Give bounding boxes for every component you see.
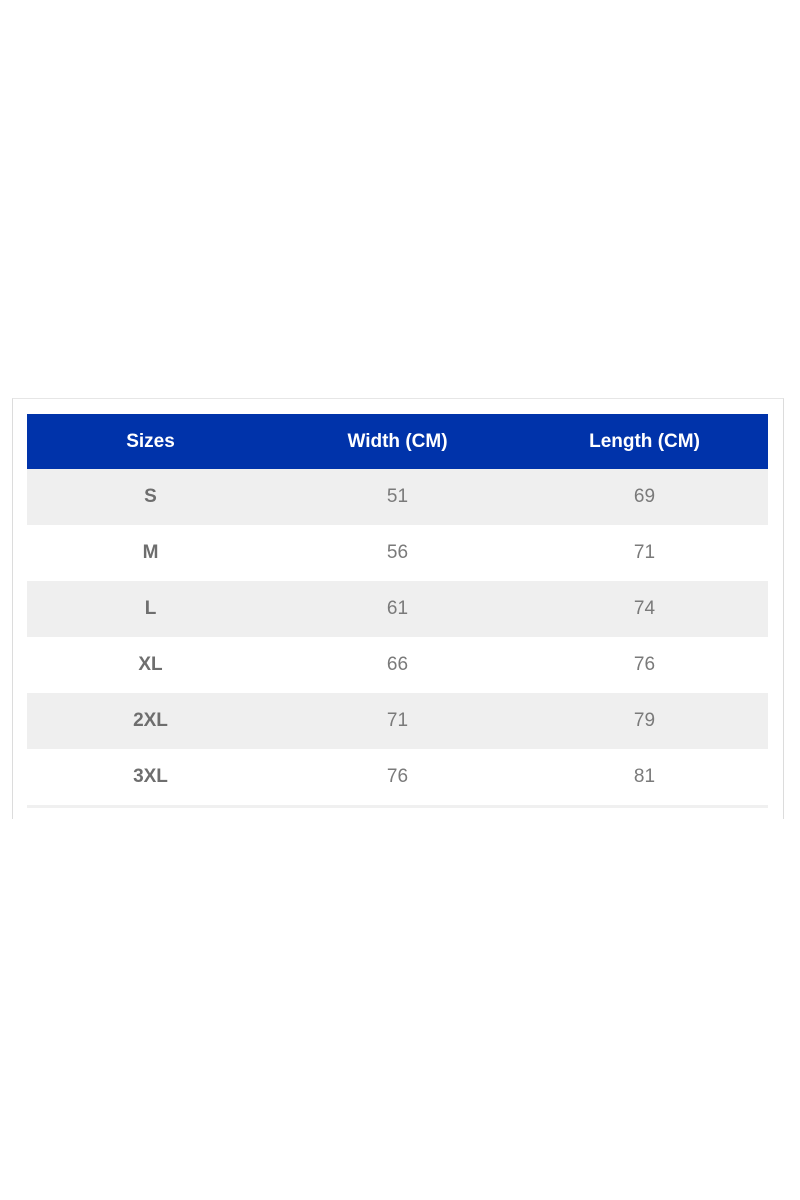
table-row: XL 66 76: [27, 637, 768, 693]
table-row: L 61 74: [27, 581, 768, 637]
cell-size: XL: [138, 654, 163, 675]
size-chart-table: Sizes Width (CM) Length (CM) S 51 69 M 56 71 L…: [27, 414, 768, 808]
header-width: Width (CM): [274, 414, 521, 469]
cell-width: 66: [386, 654, 409, 675]
table-frame: [12, 398, 784, 819]
cell-size: 3XL: [27, 749, 274, 808]
cell-length: 69: [521, 469, 768, 525]
table-row: M 56 71: [27, 525, 768, 581]
cell-length: 74: [521, 581, 768, 637]
cell-size: S: [27, 469, 274, 525]
header-length: Length (CM): [521, 414, 768, 469]
cell-length: 81: [521, 749, 768, 808]
table-row: 2XL 71 79: [27, 693, 768, 749]
cell-size: L: [27, 581, 274, 637]
cell-size: 2XL: [27, 693, 274, 749]
cell-width: 76: [274, 749, 521, 808]
cell-width: 51: [274, 469, 521, 525]
cell-width: 56: [386, 542, 409, 563]
cell-length: 71: [633, 542, 656, 563]
table-row: 3XL 76 81: [27, 749, 768, 808]
cell-width: 61: [274, 581, 521, 637]
cell-length: 79: [521, 693, 768, 749]
cell-width: 71: [274, 693, 521, 749]
cell-length: 76: [633, 654, 656, 675]
cell-size: M: [142, 542, 159, 563]
table-row: S 51 69: [27, 469, 768, 525]
table-header-row: Sizes Width (CM) Length (CM): [27, 414, 768, 469]
header-sizes: Sizes: [27, 414, 274, 469]
